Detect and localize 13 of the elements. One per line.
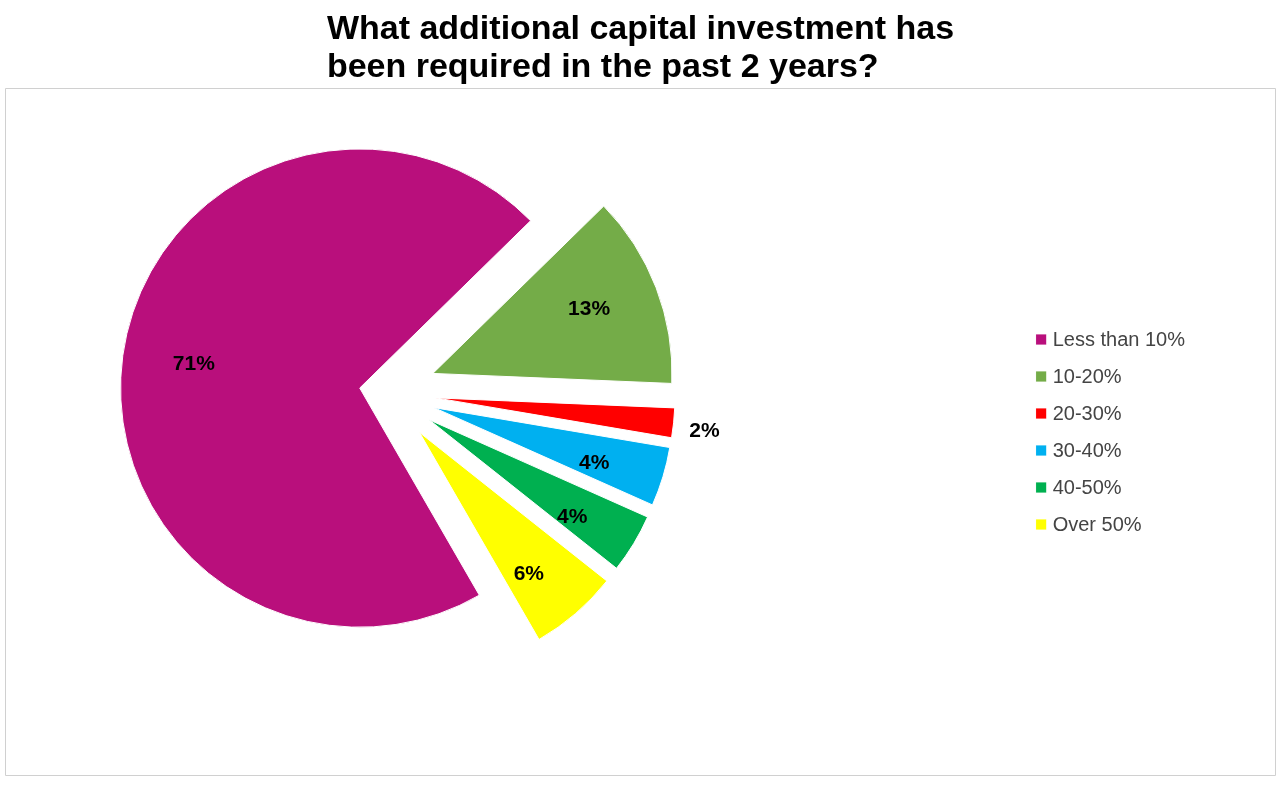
data-label: 2% [689, 417, 721, 441]
legend-label: 30-40% [1052, 438, 1122, 462]
data-label: 4% [557, 504, 588, 528]
legend-label: 10-20% [1052, 364, 1122, 388]
data-label: 6% [513, 560, 545, 584]
legend-label: 20-30% [1052, 401, 1122, 425]
data-label: 71% [172, 351, 216, 375]
data-label: 4% [579, 449, 610, 473]
legend-label: Over 50% [1052, 512, 1142, 536]
chart-title: What additional capital investment has been required in the past 2 years? [326, 7, 955, 84]
data-label: 13% [568, 295, 611, 319]
legend-label: Less than 10% [1052, 327, 1185, 351]
legend-label: 40-50% [1052, 475, 1122, 499]
